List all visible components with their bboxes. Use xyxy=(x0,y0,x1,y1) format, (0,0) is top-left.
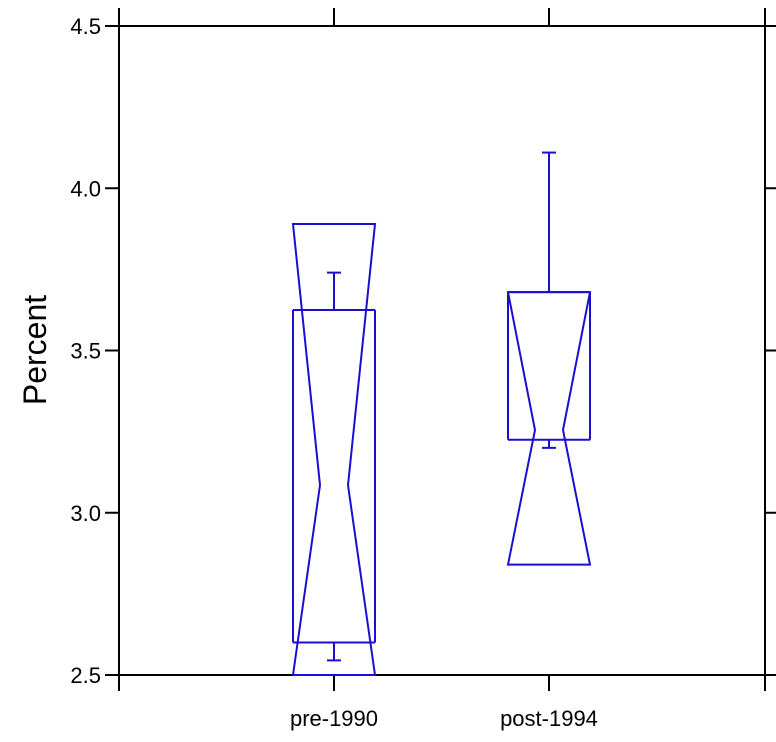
y-tick-label: 3.5 xyxy=(70,339,101,364)
plot-border xyxy=(118,25,766,676)
x-tick-label-post-1994: post-1994 xyxy=(500,706,598,731)
y-tick-label: 4.5 xyxy=(70,14,101,39)
plot-frame xyxy=(118,25,766,676)
y-axis: 2.5 3.0 3.5 4.0 4.5 xyxy=(70,14,776,688)
box-notch xyxy=(506,291,592,566)
x-axis: pre-1990 post-1994 xyxy=(118,8,766,731)
box-pre-1990 xyxy=(291,222,377,676)
box-series xyxy=(291,151,592,676)
x-tick-label-pre-1990: pre-1990 xyxy=(290,706,378,731)
y-tick-label: 4.0 xyxy=(70,176,101,201)
box-notch xyxy=(291,222,377,676)
box-post-1994 xyxy=(506,151,592,566)
y-tick-label: 3.0 xyxy=(70,501,101,526)
y-axis-title: Percent xyxy=(17,295,53,405)
y-tick-label: 2.5 xyxy=(70,663,101,688)
